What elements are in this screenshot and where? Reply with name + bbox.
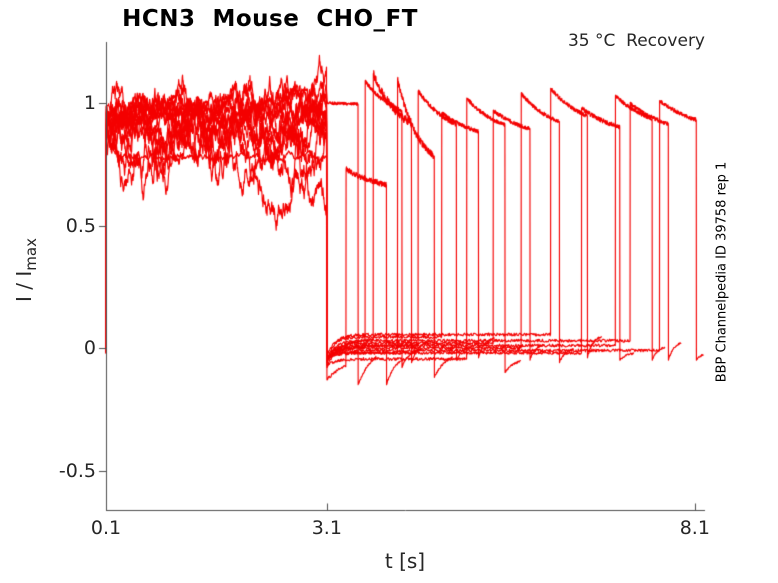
y-tick-label: 1 [83, 92, 96, 114]
y-axis-label-main: I / I [12, 270, 36, 302]
x-tick-label: 0.1 [90, 517, 122, 539]
chart-title: HCN3 Mouse CHO_FT [122, 6, 418, 32]
channelpedia-id-label: BBP Channelpedia ID 39758 rep 1 [714, 161, 730, 383]
x-tick-label: 8.1 [679, 517, 710, 539]
y-axis-label: I / Imax [12, 238, 40, 302]
y-axis-label-sub: max [22, 238, 40, 271]
y-tick-label: -0.5 [58, 459, 96, 482]
temperature-annotation: 35 °C Recovery [567, 31, 705, 51]
y-tick-label: 0.5 [65, 214, 96, 237]
x-axis-label: t [s] [384, 549, 426, 573]
y-tick-label: 0 [83, 337, 96, 359]
x-tick-label: 3.1 [311, 517, 342, 539]
